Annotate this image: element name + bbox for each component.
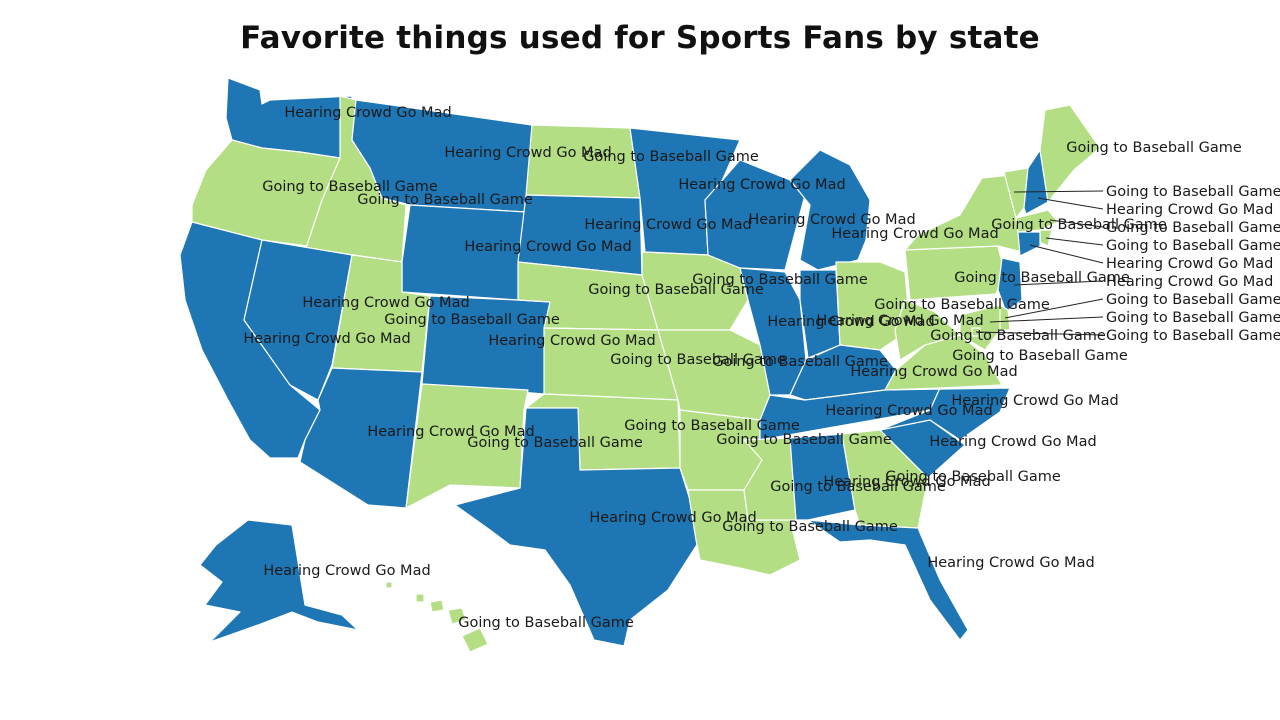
state-label-ga: Going to Baseball Game xyxy=(885,469,1061,485)
state-az xyxy=(299,367,423,509)
state-label-ak: Hearing Crowd Go Mad xyxy=(263,563,430,579)
state-nj xyxy=(997,257,1023,313)
state-label-ia: Going to Baseball Game xyxy=(692,272,868,288)
state-label-mt: Hearing Crowd Go Mad xyxy=(444,145,611,161)
state-label-ms: Going to Baseball Game xyxy=(770,479,946,495)
state-label-il: Hearing Crowd Go Mad xyxy=(767,314,934,330)
state-label-az: Hearing Crowd Go Mad xyxy=(367,424,534,440)
map-title: Favorite things used for Sports Fans by … xyxy=(240,20,1040,56)
state-ma xyxy=(1015,209,1059,233)
state-label-hi: Going to Baseball Game xyxy=(458,615,634,631)
state-label-nv: Hearing Crowd Go Mad xyxy=(302,295,469,311)
state-label-or: Going to Baseball Game xyxy=(262,179,438,195)
states-layer xyxy=(179,77,1101,653)
state-nc xyxy=(879,387,1011,441)
state-label-ks: Going to Baseball Game xyxy=(610,352,786,368)
state-label-in: Hearing Crowd Go Mad xyxy=(816,313,983,329)
state-al xyxy=(789,433,856,521)
state-label-mn: Hearing Crowd Go Mad xyxy=(678,177,845,193)
state-label-ne: Going to Baseball Game xyxy=(588,282,764,298)
state-label-ri: Going to Baseball Game xyxy=(1106,238,1280,254)
state-label-ky: Hearing Crowd Go Mad xyxy=(850,364,1017,380)
state-label-tn: Hearing Crowd Go Mad xyxy=(825,403,992,419)
state-wv xyxy=(894,299,961,361)
state-ct xyxy=(1017,231,1041,257)
state-label-vt: Going to Baseball Game xyxy=(1106,184,1280,200)
state-ak xyxy=(199,519,359,643)
leader-lines-layer xyxy=(975,190,1104,336)
state-label-ct: Hearing Crowd Go Mad xyxy=(1106,256,1273,272)
state-label-co: Hearing Crowd Go Mad xyxy=(488,333,655,349)
state-label-nd: Going to Baseball Game xyxy=(583,149,759,165)
state-label-al: Hearing Crowd Go Mad xyxy=(823,474,990,490)
state-label-ca: Hearing Crowd Go Mad xyxy=(243,331,410,347)
state-label-nm: Going to Baseball Game xyxy=(467,435,643,451)
state-label-wa: Hearing Crowd Go Mad xyxy=(284,105,451,121)
state-sd xyxy=(517,194,643,276)
state-label-nc: Hearing Crowd Go Mad xyxy=(951,393,1118,409)
state-label-wy: Hearing Crowd Go Mad xyxy=(464,239,631,255)
leader-line-ma xyxy=(1049,219,1104,228)
state-label-ny: Going to Baseball Game xyxy=(991,217,1167,233)
state-label-wi: Hearing Crowd Go Mad xyxy=(748,212,915,228)
state-label-sc: Hearing Crowd Go Mad xyxy=(929,434,1096,450)
state-hi xyxy=(385,581,489,653)
leader-line-md xyxy=(989,316,1104,323)
state-label-mi: Hearing Crowd Go Mad xyxy=(831,226,998,242)
state-label-me: Going to Baseball Game xyxy=(1066,140,1242,156)
state-label-id: Going to Baseball Game xyxy=(357,192,533,208)
state-label-ok: Going to Baseball Game xyxy=(624,418,800,434)
state-label-mo: Going to Baseball Game xyxy=(712,354,888,370)
leader-line-de xyxy=(1004,298,1104,319)
state-label-tx: Hearing Crowd Go Mad xyxy=(589,510,756,526)
state-fl xyxy=(807,519,969,641)
state-label-sd: Hearing Crowd Go Mad xyxy=(584,217,751,233)
leader-line-nh xyxy=(1037,197,1104,210)
state-label-ut: Going to Baseball Game xyxy=(384,312,560,328)
state-label-nj: Hearing Crowd Go Mad xyxy=(1106,274,1273,290)
state-label-la: Going to Baseball Game xyxy=(722,519,898,535)
state-label-fl: Hearing Crowd Go Mad xyxy=(927,555,1094,571)
leader-line-vt xyxy=(1013,190,1104,193)
leader-line-ct xyxy=(1029,244,1104,264)
state-label-pa: Going to Baseball Game xyxy=(954,270,1130,286)
state-label-nh: Hearing Crowd Go Mad xyxy=(1106,202,1273,218)
state-label-oh: Going to Baseball Game xyxy=(874,297,1050,313)
state-label-ma: Going to Baseball Game xyxy=(1106,220,1280,236)
state-label-wv: Going to Baseball Game xyxy=(930,328,1106,344)
state-label-md: Going to Baseball Game xyxy=(1106,310,1280,326)
state-me xyxy=(1039,104,1101,203)
leader-line-ri xyxy=(1045,237,1104,246)
state-wy xyxy=(401,204,527,301)
state-label-va: Going to Baseball Game xyxy=(952,348,1128,364)
state-mi xyxy=(789,149,871,271)
state-label-dc: Going to Baseball Game DC xyxy=(1106,328,1280,344)
state-wi xyxy=(704,159,806,271)
state-label-de: Going to Baseball Game xyxy=(1106,292,1280,308)
state-label-ar: Going to Baseball Game xyxy=(716,432,892,448)
leader-line-dc xyxy=(975,331,1104,336)
state-tx xyxy=(454,407,701,647)
leader-line-nj xyxy=(1013,280,1104,286)
